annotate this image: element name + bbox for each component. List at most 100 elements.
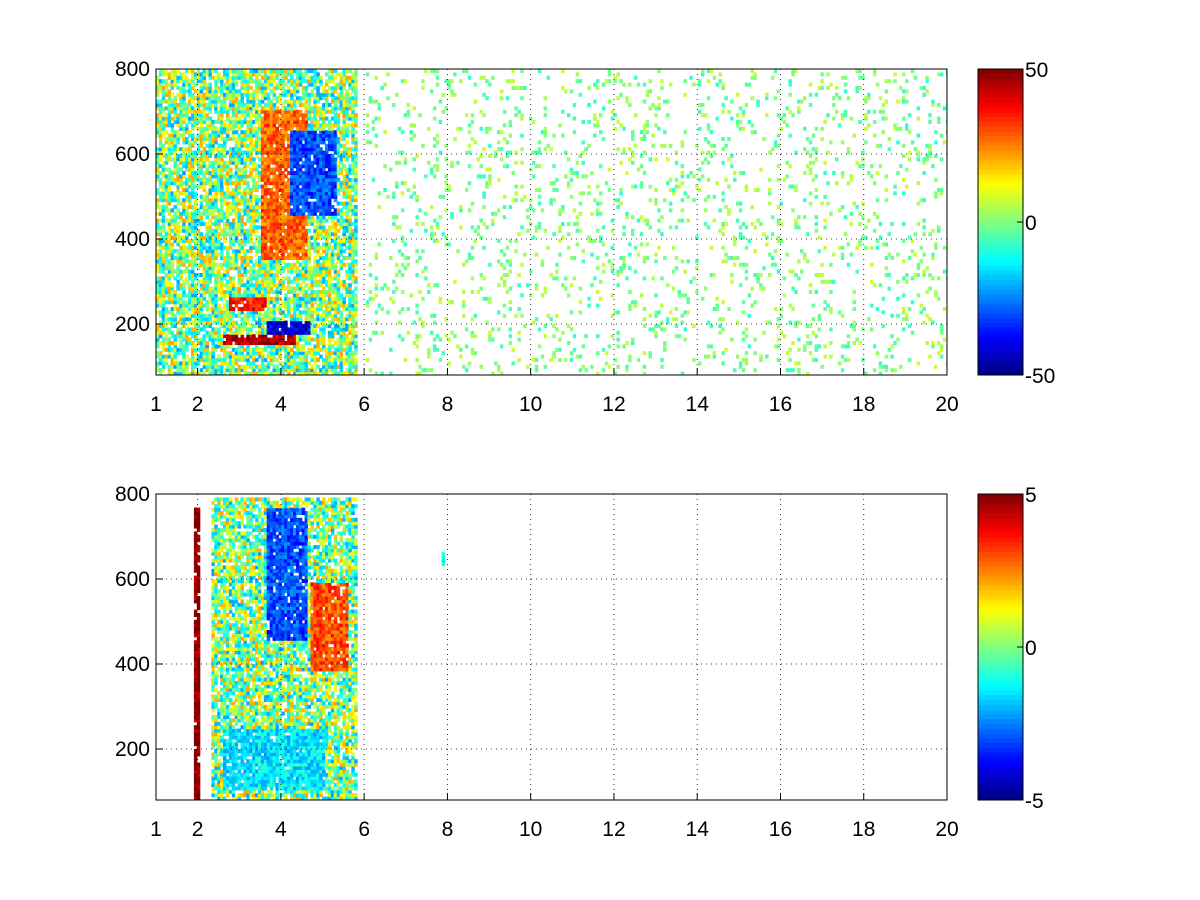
heatmap-cell xyxy=(307,113,311,118)
heatmap-cell xyxy=(316,181,320,186)
heatmap-cell xyxy=(249,69,253,73)
heatmap-cell xyxy=(290,252,294,257)
heatmap-cell xyxy=(304,103,309,107)
heatmap-cell xyxy=(272,198,277,203)
heatmap-cell xyxy=(301,89,306,94)
heatmap-cell xyxy=(220,296,224,301)
heatmap-cell xyxy=(182,262,186,267)
heatmap-cell xyxy=(336,113,341,118)
heatmap-cell xyxy=(316,99,320,104)
heatmap-cell xyxy=(185,106,189,111)
heatmap-cell xyxy=(322,320,326,325)
heatmap-cell xyxy=(199,245,204,250)
heatmap-cell xyxy=(290,215,294,220)
heatmap-cell xyxy=(287,181,291,186)
heatmap-cell xyxy=(240,225,244,230)
heatmap-cell xyxy=(258,303,262,308)
heatmap-cell xyxy=(246,147,250,152)
heatmap-cell xyxy=(164,174,169,179)
heatmap-cell xyxy=(298,324,303,328)
heatmap-cell xyxy=(223,126,227,131)
heatmap-cell xyxy=(290,109,294,114)
heatmap-cell xyxy=(260,150,265,155)
heatmap-cell xyxy=(263,245,268,250)
heatmap-cell xyxy=(307,106,311,111)
heatmap-cell xyxy=(301,252,306,257)
heatmap-cell xyxy=(205,157,209,162)
heatmap-cell xyxy=(348,310,352,315)
heatmap-cell xyxy=(243,222,247,226)
heatmap-cell xyxy=(272,191,277,196)
heatmap-cell xyxy=(348,75,352,80)
heatmap-cell xyxy=(313,266,317,271)
heatmap-cell xyxy=(182,211,186,216)
heatmap-cell xyxy=(205,92,209,97)
heatmap-cell xyxy=(342,341,346,345)
heatmap-cell xyxy=(205,191,209,196)
heatmap-cell xyxy=(240,364,244,369)
heatmap-cell xyxy=(266,235,271,240)
heatmap-cell xyxy=(348,269,352,274)
heatmap-cell xyxy=(170,310,175,315)
heatmap-cell xyxy=(348,262,352,267)
heatmap-cell xyxy=(185,79,189,84)
heatmap-cell xyxy=(301,150,306,155)
heatmap-cell xyxy=(333,120,338,124)
heatmap-cell xyxy=(217,143,221,148)
heatmap-cell xyxy=(234,194,239,199)
heatmap-cell xyxy=(333,245,338,250)
heatmap-cell xyxy=(345,317,349,322)
heatmap-cell xyxy=(269,296,274,301)
heatmap-cell xyxy=(208,69,212,73)
heatmap-cell xyxy=(240,276,244,281)
heatmap-cell xyxy=(214,99,218,104)
heatmap-cell xyxy=(290,181,294,186)
heatmap-cell xyxy=(307,283,311,288)
heatmap-cell xyxy=(249,276,253,281)
heatmap-cell xyxy=(295,164,300,169)
heatmap-cell xyxy=(316,296,320,301)
heatmap-cell xyxy=(193,307,198,311)
heatmap-cell xyxy=(290,75,294,80)
heatmap-cell xyxy=(342,235,346,240)
heatmap-cell xyxy=(243,92,247,97)
heatmap-cell xyxy=(290,116,294,121)
heatmap-cell xyxy=(325,256,329,260)
heatmap-cell xyxy=(225,337,230,342)
heatmap-cell xyxy=(188,154,192,158)
heatmap-cell xyxy=(214,320,218,325)
heatmap-cell xyxy=(290,279,294,284)
heatmap-cell xyxy=(220,123,224,128)
heatmap-cell xyxy=(252,245,256,250)
heatmap-cell xyxy=(231,69,236,73)
heatmap-cell xyxy=(348,290,352,294)
heatmap-cell xyxy=(307,286,311,291)
heatmap-cell xyxy=(205,208,209,213)
heatmap-cell xyxy=(319,133,323,138)
heatmap-cell xyxy=(240,137,244,141)
heatmap-cell xyxy=(269,256,274,260)
heatmap-cell xyxy=(220,75,224,80)
heatmap-cell xyxy=(330,327,335,332)
heatmap-cell xyxy=(249,266,253,271)
heatmap-cell xyxy=(231,324,236,328)
heatmap-cell xyxy=(290,167,294,172)
heatmap-cell xyxy=(167,262,172,267)
heatmap-cell xyxy=(220,120,224,124)
heatmap-cell xyxy=(208,242,212,247)
heatmap-cell xyxy=(199,273,204,277)
heatmap-cell xyxy=(287,198,291,203)
heatmap-cell xyxy=(301,242,306,247)
heatmap-cell xyxy=(240,327,244,332)
heatmap-cell xyxy=(316,109,320,114)
heatmap-cell xyxy=(164,300,169,305)
heatmap-cell xyxy=(225,215,230,220)
heatmap-cell xyxy=(269,201,274,206)
heatmap-cell xyxy=(327,344,332,349)
heatmap-cell xyxy=(269,72,274,77)
heatmap-cell xyxy=(316,208,320,213)
heatmap-cell xyxy=(263,273,268,277)
heatmap-cell xyxy=(243,116,247,121)
heatmap-cell xyxy=(231,96,236,101)
heatmap-cell xyxy=(336,126,341,131)
